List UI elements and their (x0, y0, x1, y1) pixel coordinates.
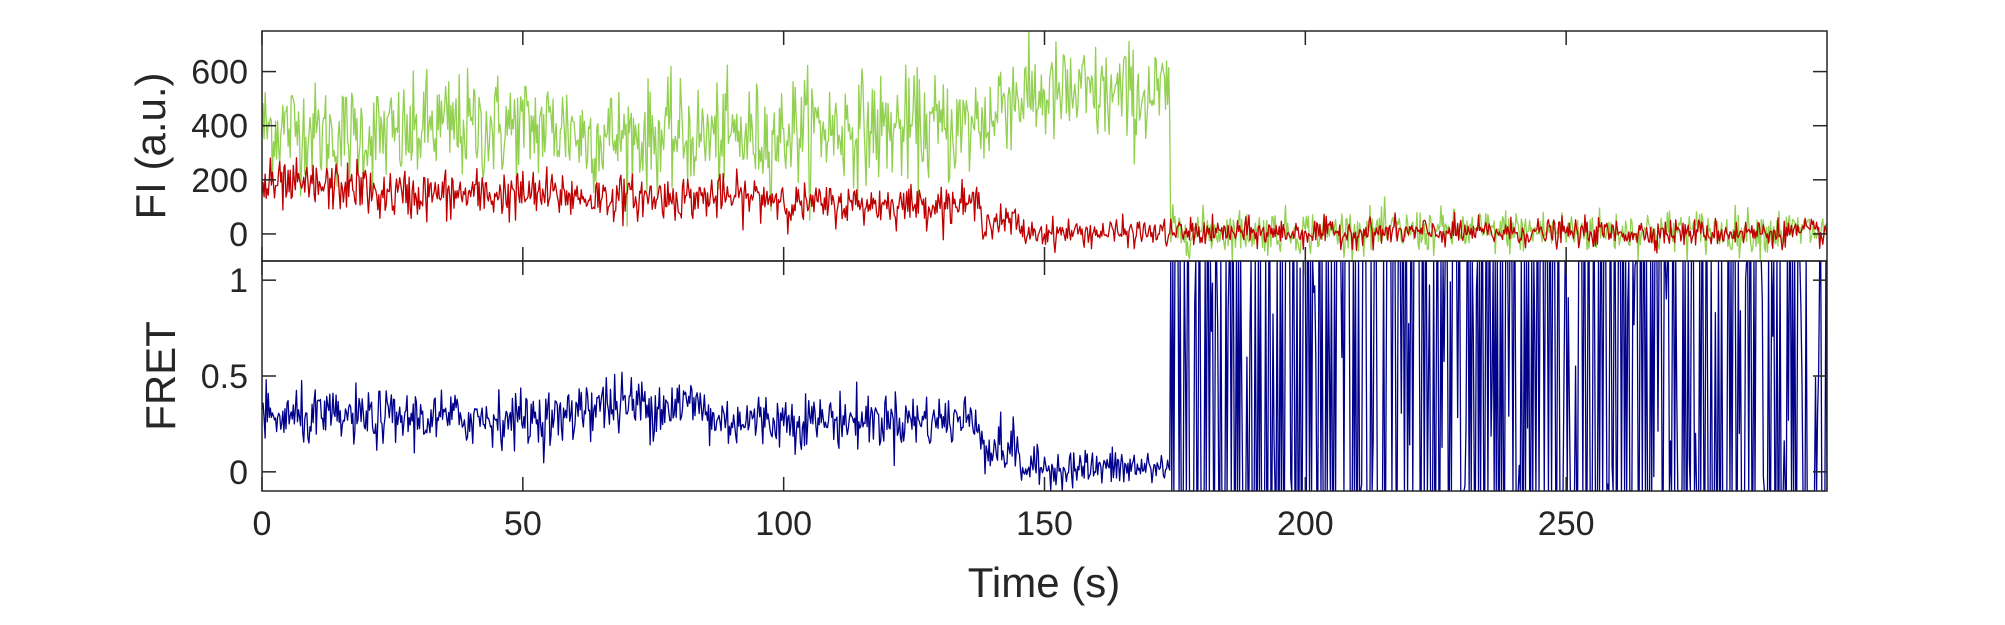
x-tick-label-1: 50 (504, 505, 542, 543)
x-tick-label-4: 200 (1277, 505, 1334, 543)
x-tick-label-3: 150 (1016, 505, 1073, 543)
x-tick-label-0: 0 (253, 505, 272, 543)
y-tick-label-0-3: 600 (191, 54, 248, 92)
y-tick-label-1-1: 0.5 (201, 358, 248, 396)
fret-ticks: 0 0.5 1 0 50 100 150 200 250 (201, 261, 1827, 543)
fret-y-axis-label: FRET (137, 321, 184, 431)
y-tick-label-0-2: 400 (191, 108, 248, 146)
intensity-y-axis-label: FI (a.u.) (127, 72, 174, 219)
y-tick-label-0-1: 200 (191, 162, 248, 200)
x-axis-label: Time (s) (968, 559, 1120, 606)
y-tick-label-0-0: 0 (229, 216, 248, 254)
x-tick-label-2: 100 (755, 505, 812, 543)
fret-panel: 0 0.5 1 0 50 100 150 200 250 FRET Time (s) (137, 260, 1828, 606)
y-tick-label-1-0: 0 (229, 454, 248, 492)
y-tick-label-1-2: 1 (229, 262, 248, 300)
intensity-traces (261, 30, 1828, 262)
trace-series-0-0 (261, 30, 1828, 262)
intensity-ticks: 0 200 400 600 (191, 31, 1827, 261)
x-tick-label-5: 250 (1538, 505, 1595, 543)
intensity-panel: 0 200 400 600 FI (a.u.) (127, 30, 1828, 262)
trace-series-0-1 (261, 157, 1828, 254)
